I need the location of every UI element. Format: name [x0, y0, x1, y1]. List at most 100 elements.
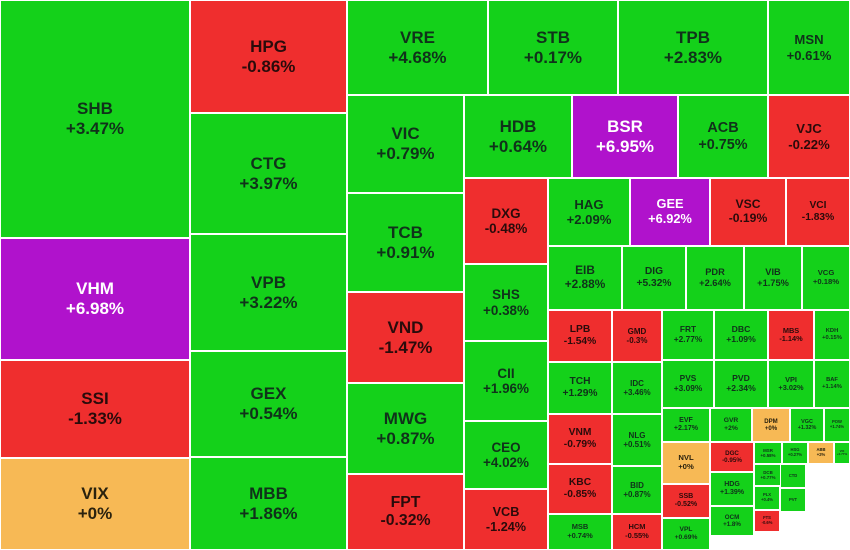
stock-tile[interactable]: MSB +0.74%	[548, 514, 612, 550]
stock-tile[interactable]: BAF +1.14%	[814, 360, 850, 408]
stock-tile[interactable]: ABB +2%	[808, 442, 834, 464]
stock-change: +0.15%	[822, 335, 842, 341]
stock-tile[interactable]: GEX +0.54%	[190, 351, 347, 457]
stock-tile[interactable]: VCI -1.83%	[786, 178, 850, 246]
stock-tile[interactable]: VJC -0.22%	[768, 95, 850, 178]
stock-tile[interactable]: LPB -1.54%	[548, 310, 612, 362]
stock-tile[interactable]: MBB +1.86%	[190, 457, 347, 550]
stock-tile[interactable]: VHM +6.98%	[0, 238, 190, 360]
stock-tile[interactable]: GMD -0.3%	[612, 310, 662, 362]
stock-tile[interactable]: VPL +0.69%	[662, 518, 710, 550]
stock-tile[interactable]: VIB +1.75%	[744, 246, 802, 310]
stock-tile[interactable]: TCB +0.91%	[347, 193, 464, 292]
stock-tile[interactable]: PVD +2.34%	[714, 360, 768, 408]
stock-tile[interactable]: OCM +1.8%	[710, 506, 754, 536]
stock-symbol: SSB	[678, 492, 694, 500]
stock-change: +0.87%	[623, 490, 651, 499]
stock-tile[interactable]: DXG -0.48%	[464, 178, 548, 264]
stock-tile[interactable]: DIG +5.32%	[622, 246, 686, 310]
stock-tile[interactable]: HAG +2.09%	[548, 178, 630, 246]
stock-symbol: DCB	[763, 469, 773, 475]
stock-change: -0.6%	[761, 520, 773, 525]
stock-tile[interactable]: MWG +0.87%	[347, 383, 464, 474]
stock-tile[interactable]: PLX +0.4%	[754, 486, 780, 510]
stock-tile[interactable]: TPB +2.83%	[618, 0, 768, 95]
stock-tile[interactable]: VRE +4.68%	[347, 0, 488, 95]
stock-tile[interactable]: POW +1.74%	[824, 408, 850, 442]
stock-tile[interactable]: PDR +2.64%	[686, 246, 744, 310]
stock-tile[interactable]: HSG +0.27%	[782, 442, 808, 464]
stock-tile[interactable]: GVR +2%	[710, 408, 752, 442]
stock-tile[interactable]: ACB +0.75%	[678, 95, 768, 178]
stock-change: +1.96%	[483, 381, 529, 396]
stock-tile[interactable]: CTG +3.97%	[190, 113, 347, 234]
stock-change: -0.95%	[722, 457, 742, 464]
stock-symbol: VNM	[568, 427, 592, 439]
stock-tile[interactable]: HPG -0.86%	[190, 0, 347, 113]
stock-tile[interactable]: VPB +3.22%	[190, 234, 347, 351]
stock-tile[interactable]: TCH +1.29%	[548, 362, 612, 414]
stock-tile[interactable]: PVS +3.09%	[662, 360, 714, 408]
stock-tile[interactable]: PVT	[780, 488, 806, 512]
stock-tile[interactable]: HCM -0.55%	[612, 514, 662, 550]
stock-change: -0.52%	[674, 501, 698, 508]
stock-change: +2.64%	[699, 278, 731, 288]
stock-tile[interactable]: IDC +3.46%	[612, 362, 662, 414]
stock-symbol: ABB	[816, 447, 826, 453]
stock-tile[interactable]: VCG +0.18%	[802, 246, 850, 310]
stock-change: +1.39%	[719, 489, 745, 496]
stock-tile[interactable]: DGC -0.95%	[710, 442, 754, 472]
stock-symbol: PVT	[788, 496, 798, 502]
stock-symbol: VSC	[735, 197, 761, 212]
stock-tile[interactable]: MSN +0.61%	[768, 0, 850, 95]
stock-tile[interactable]: FRT +2.77%	[662, 310, 714, 360]
stock-change: +0.17%	[523, 47, 583, 67]
stock-change: +0.87%	[376, 428, 435, 448]
stock-tile[interactable]: VIX +0%	[0, 458, 190, 550]
stock-tile[interactable]: EVF +2.17%	[662, 408, 710, 442]
stock-tile[interactable]: DBC +1.09%	[714, 310, 768, 360]
stock-tile[interactable]: VGC +1.32%	[790, 408, 824, 442]
stock-change: +0.64%	[488, 136, 548, 156]
stock-tile[interactable]: MBS -1.14%	[768, 310, 814, 360]
stock-tile[interactable]: SHB +3.47%	[0, 0, 190, 238]
stock-tile[interactable]: CII +1.96%	[464, 341, 548, 421]
stock-tile[interactable]: STB +0.17%	[488, 0, 618, 95]
stock-tile[interactable]: CEO +4.02%	[464, 421, 548, 489]
stock-tile[interactable]: BSR +6.95%	[572, 95, 678, 178]
stock-tile[interactable]: GEE +6.92%	[630, 178, 710, 246]
stock-tile[interactable]: FPT -0.32%	[347, 474, 464, 550]
stock-tile[interactable]: CTD	[780, 464, 806, 488]
stock-tile[interactable]: SSB -0.52%	[662, 484, 710, 518]
stock-tile[interactable]: SSI -1.33%	[0, 360, 190, 458]
stock-tile[interactable]: NLG +0.51%	[612, 414, 662, 466]
stock-tile[interactable]: VSC -0.19%	[710, 178, 786, 246]
stock-symbol: MSB	[571, 522, 589, 532]
stock-tile[interactable]: HDG +1.39%	[710, 472, 754, 506]
stock-tile[interactable]: VNM -0.79%	[548, 414, 612, 464]
stock-tile[interactable]: VIX +0.77%	[834, 442, 850, 464]
stock-change: +1.86%	[239, 503, 298, 523]
stock-symbol: VCB	[492, 504, 520, 519]
stock-symbol: SHS	[492, 287, 520, 303]
stock-tile[interactable]: SHS +0.38%	[464, 264, 548, 341]
stock-tile[interactable]: EIB +2.88%	[548, 246, 622, 310]
stock-tile[interactable]: KBC -0.85%	[548, 464, 612, 514]
stock-tile[interactable]: NVL +0%	[662, 442, 710, 484]
stock-change: +6.95%	[596, 136, 654, 156]
stock-tile[interactable]: VPI +3.02%	[768, 360, 814, 408]
stock-symbol: DPM	[764, 418, 778, 426]
stock-change: +1.74%	[829, 424, 845, 429]
stock-tile[interactable]: VND -1.47%	[347, 292, 464, 383]
stock-tile[interactable]: MSR +0.58%	[754, 442, 782, 464]
stock-tile[interactable]: DCB +0.77%	[754, 464, 782, 486]
stock-symbol: VPB	[251, 272, 286, 292]
stock-tile[interactable]: VCB -1.24%	[464, 489, 548, 550]
stock-symbol: DBC	[731, 324, 751, 335]
stock-tile[interactable]: FTS -0.6%	[754, 510, 780, 532]
stock-tile[interactable]: KDH +0.15%	[814, 310, 850, 360]
stock-tile[interactable]: BID +0.87%	[612, 466, 662, 514]
stock-tile[interactable]: DPM +0%	[752, 408, 790, 442]
stock-tile[interactable]: HDB +0.64%	[464, 95, 572, 178]
stock-tile[interactable]: VIC +0.79%	[347, 95, 464, 193]
